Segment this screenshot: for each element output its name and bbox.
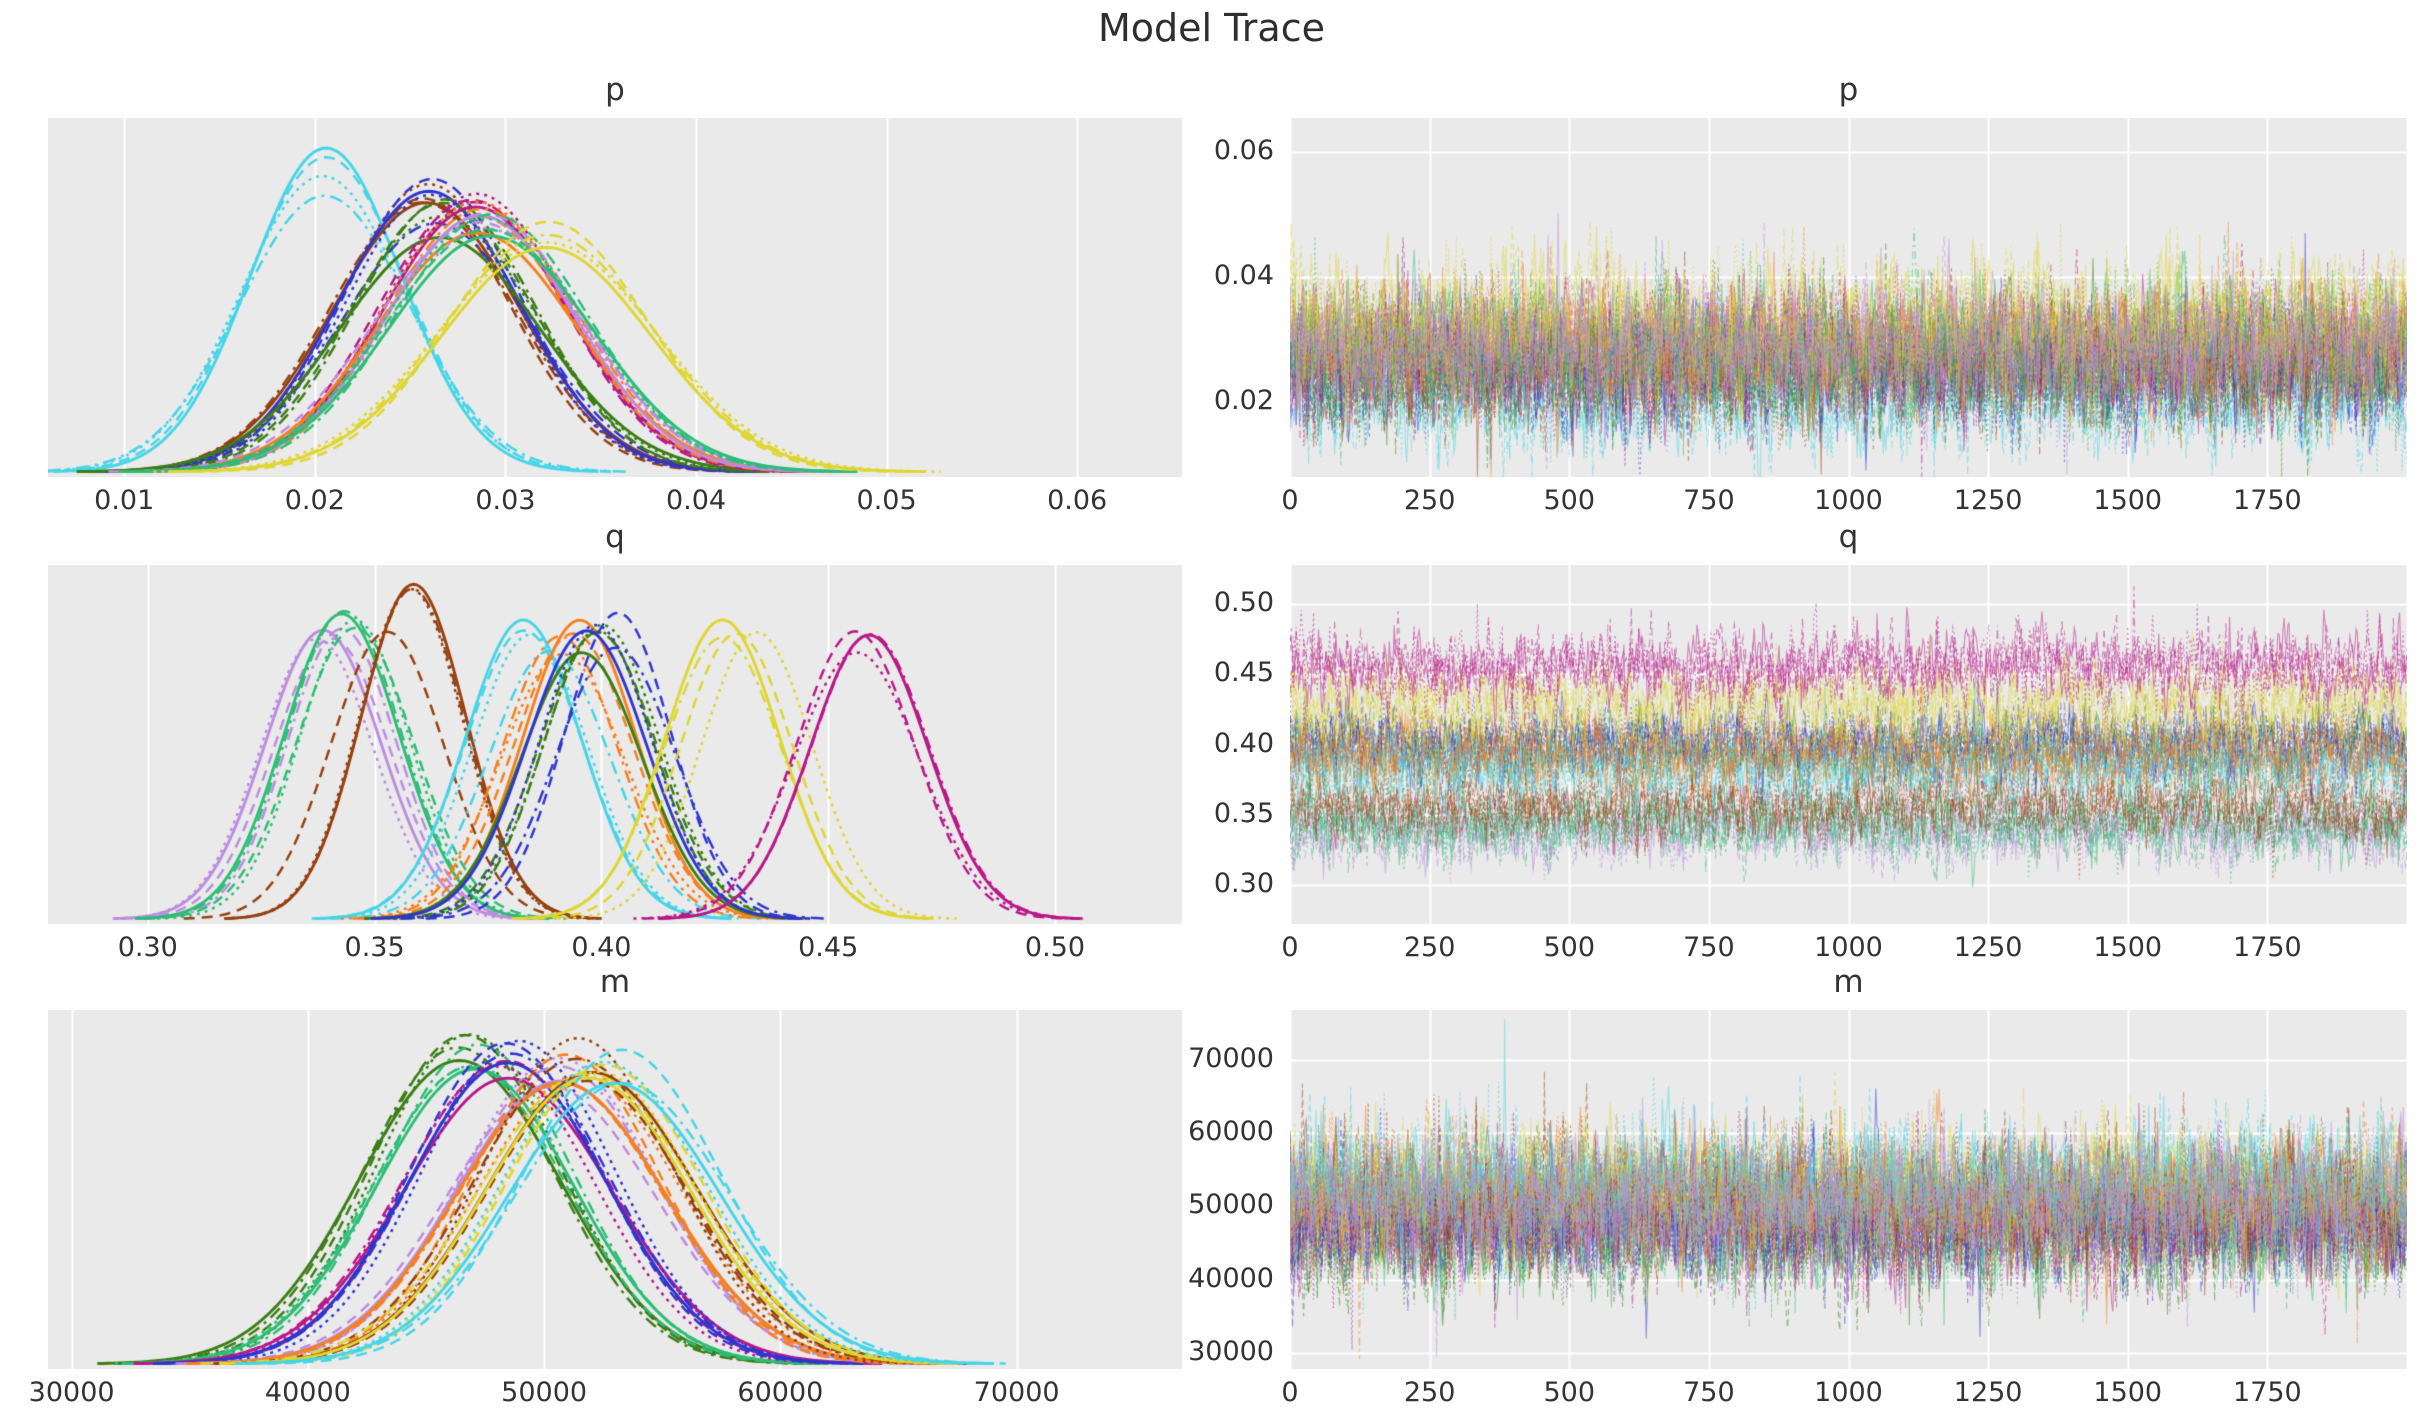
y-tick-label: 0.06 (1213, 135, 1274, 167)
subplot-title-m: m (599, 964, 631, 1000)
x-tick-label: 0 (1281, 932, 1299, 963)
p-trace-canvas (1290, 118, 2407, 477)
panel-m-trace: m 0 250 500 750 1000 1250 1500 1750 30000 40000 50… (1188, 964, 2407, 1408)
x-tick-label: 250 (1403, 932, 1456, 963)
x-tick-label: 1000 (1814, 1377, 1883, 1408)
x-tick-label: 250 (1403, 485, 1456, 516)
x-tick-label: 1500 (2093, 485, 2163, 516)
x-tick-label: 1750 (2233, 485, 2302, 516)
x-tick-label: 0.03 (475, 485, 536, 516)
figure-title: Model Trace (1098, 6, 1325, 50)
y-tick-label: 0.50 (1213, 587, 1274, 619)
m-trace-canvas (1290, 1010, 2407, 1369)
x-tick-label: 1000 (1814, 932, 1883, 963)
x-tick-label: 60000 (737, 1377, 824, 1408)
x-tick-label: 70000 (973, 1377, 1060, 1408)
x-tick-label: 0.40 (571, 932, 632, 963)
y-tick-label: 0.45 (1213, 657, 1274, 689)
p-density-canvas (48, 118, 1182, 477)
x-tick-label: 1750 (2233, 932, 2302, 963)
x-tick-label: 0.05 (856, 485, 917, 516)
x-tick-label: 500 (1543, 1377, 1596, 1408)
x-tick-label: 500 (1543, 485, 1596, 516)
x-tick-label: 1000 (1814, 485, 1883, 516)
x-tick-label: 0.06 (1047, 485, 1108, 516)
subplot-title-q: q (1838, 519, 1859, 555)
x-tick-label: 1500 (2093, 932, 2163, 963)
y-tick-label: 70000 (1188, 1042, 1274, 1074)
y-tick-label: 50000 (1188, 1189, 1274, 1221)
x-tick-label: 750 (1683, 932, 1735, 963)
y-tick-label: 0.04 (1213, 260, 1274, 292)
x-tick-label: 0.02 (284, 485, 345, 516)
x-tick-label: 500 (1543, 932, 1596, 963)
x-tick-label: 50000 (501, 1377, 588, 1408)
x-tick-label: 0.50 (1024, 932, 1086, 963)
x-tick-label: 0 (1281, 1377, 1299, 1408)
m-density-canvas (48, 1010, 1182, 1369)
q-trace-canvas (1290, 565, 2407, 924)
x-tick-label: 0.04 (665, 485, 727, 516)
subplot-title-p: p (1838, 72, 1859, 108)
panel-m-density: m 30000 40000 50000 60000 70000 (29, 964, 1182, 1408)
y-tick-label: 40000 (1188, 1262, 1274, 1294)
x-tick-label: 1750 (2233, 1377, 2302, 1408)
x-tick-label: 0.30 (117, 932, 178, 963)
y-tick-label: 60000 (1188, 1116, 1274, 1148)
x-tick-label: 0.01 (94, 485, 155, 516)
x-tick-label: 1250 (1953, 1377, 2023, 1408)
subplot-title-q: q (605, 519, 625, 555)
x-tick-label: 750 (1683, 1377, 1735, 1408)
q-density-canvas (48, 565, 1182, 924)
x-tick-label: 1250 (1953, 932, 2023, 963)
subplot-title-m: m (1833, 964, 1864, 1000)
subplot-title-p: p (605, 72, 625, 108)
x-tick-label: 0.35 (344, 932, 405, 963)
panel-p-trace: p 0 250 500 750 1000 1250 1500 1750 0.02 0.04 0.06 (1214, 72, 2407, 516)
panel-p-density: p 0.01 0.02 0.03 0.04 0.05 0.06 (48, 72, 1182, 516)
x-tick-label: 1500 (2093, 1377, 2163, 1408)
panel-q-density: q 0.30 0.35 0.40 0.45 0.50 (48, 519, 1182, 963)
panel-q-trace: q 0 250 500 750 1000 1250 1500 1750 0.30 0.35 0.40… (1214, 519, 2407, 963)
x-tick-label: 250 (1403, 1377, 1456, 1408)
y-tick-label: 0.30 (1213, 867, 1274, 899)
y-tick-label: 0.40 (1213, 727, 1274, 759)
y-tick-label: 0.35 (1213, 797, 1274, 829)
x-tick-label: 750 (1683, 485, 1735, 516)
x-tick-label: 40000 (264, 1377, 351, 1408)
x-tick-label: 1250 (1953, 485, 2023, 516)
y-tick-label: 30000 (1188, 1335, 1274, 1367)
x-tick-label: 0.45 (798, 932, 859, 963)
y-tick-label: 0.02 (1213, 385, 1274, 417)
x-tick-label: 0 (1281, 485, 1299, 516)
x-tick-label: 30000 (28, 1377, 115, 1408)
